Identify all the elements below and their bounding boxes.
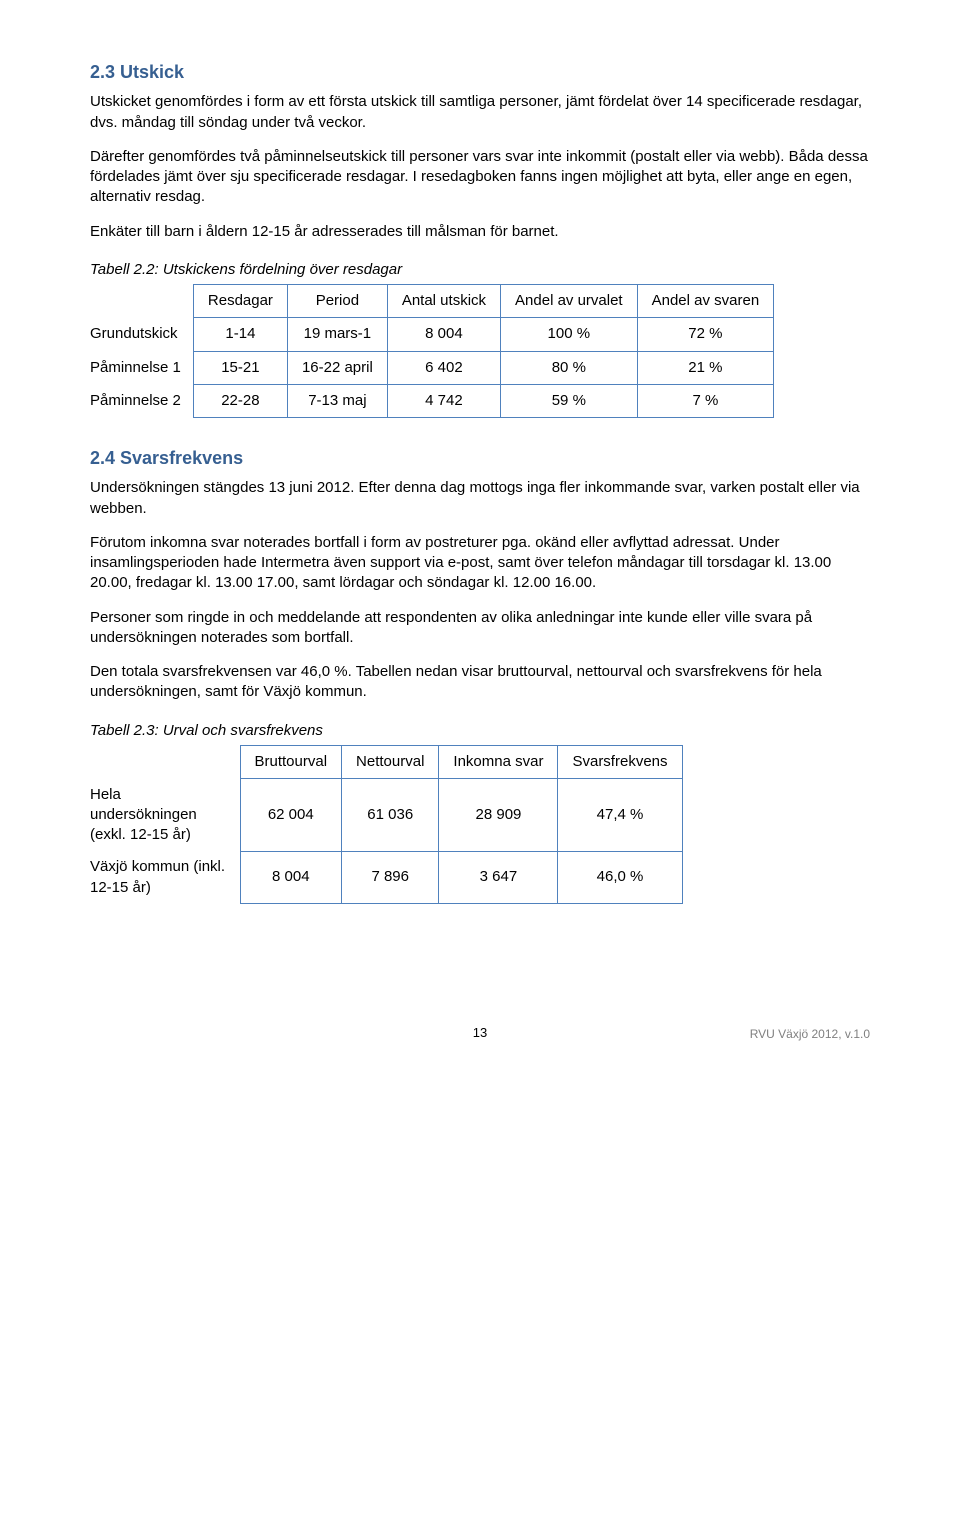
- page-footer: 13 RVU Växjö 2012, v.1.0: [90, 1024, 870, 1042]
- col-header: Nettourval: [342, 745, 439, 778]
- table-cell: 28 909: [439, 779, 558, 852]
- table-cell: 16-22 april: [287, 351, 387, 384]
- col-header: Inkomna svar: [439, 745, 558, 778]
- col-header: Antal utskick: [387, 285, 500, 318]
- table-cell: 7 896: [342, 851, 439, 904]
- table-2-3: Bruttourval Nettourval Inkomna svar Svar…: [90, 745, 683, 905]
- table-row: Bruttourval Nettourval Inkomna svar Svar…: [90, 745, 682, 778]
- table-2-2: Resdagar Period Antal utskick Andel av u…: [90, 284, 774, 418]
- table-cell: 3 647: [439, 851, 558, 904]
- table-cell: 59 %: [501, 384, 638, 417]
- row-label: Hela undersökningen (exkl. 12-15 år): [90, 779, 240, 852]
- para-2-3-2: Därefter genomfördes två påminnelseutski…: [90, 147, 870, 208]
- table-cell: 47,4 %: [558, 779, 682, 852]
- table-cell: 8 004: [240, 851, 342, 904]
- para-2-3-1: Utskicket genomfördes i form av ett förs…: [90, 92, 870, 133]
- col-header: Period: [287, 285, 387, 318]
- table-cell: 61 036: [342, 779, 439, 852]
- heading-2-4: 2.4 Svarsfrekvens: [90, 446, 870, 470]
- para-2-3-3: Enkäter till barn i åldern 12-15 år adre…: [90, 222, 870, 242]
- heading-2-3: 2.3 Utskick: [90, 60, 870, 84]
- table-row: Resdagar Period Antal utskick Andel av u…: [90, 285, 774, 318]
- row-label: Grundutskick: [90, 318, 193, 351]
- table-cell: 19 mars-1: [287, 318, 387, 351]
- table-2-3-caption: Tabell 2.3: Urval och svarsfrekvens: [90, 721, 870, 741]
- para-2-4-2: Förutom inkomna svar noterades bortfall …: [90, 533, 870, 594]
- table-cell: 72 %: [637, 318, 774, 351]
- table-row: Påminnelse 2 22-28 7-13 maj 4 742 59 % 7…: [90, 384, 774, 417]
- table-row: Hela undersökningen (exkl. 12-15 år) 62 …: [90, 779, 682, 852]
- table-cell: 7-13 maj: [287, 384, 387, 417]
- para-2-4-4: Den totala svarsfrekvensen var 46,0 %. T…: [90, 662, 870, 703]
- table-cell: 62 004: [240, 779, 342, 852]
- table-cell: 8 004: [387, 318, 500, 351]
- table-2-2-caption: Tabell 2.2: Utskickens fördelning över r…: [90, 260, 870, 280]
- row-label: Växjö kommun (inkl. 12-15 år): [90, 851, 240, 904]
- col-header: Svarsfrekvens: [558, 745, 682, 778]
- row-label: Påminnelse 1: [90, 351, 193, 384]
- table-cell: 22-28: [193, 384, 287, 417]
- table-corner: [90, 285, 193, 318]
- col-header: Resdagar: [193, 285, 287, 318]
- table-row: Påminnelse 1 15-21 16-22 april 6 402 80 …: [90, 351, 774, 384]
- table-cell: 7 %: [637, 384, 774, 417]
- table-cell: 80 %: [501, 351, 638, 384]
- table-cell: 6 402: [387, 351, 500, 384]
- table-cell: 1-14: [193, 318, 287, 351]
- doc-version: RVU Växjö 2012, v.1.0: [750, 1026, 870, 1042]
- col-header: Bruttourval: [240, 745, 342, 778]
- col-header: Andel av svaren: [637, 285, 774, 318]
- row-label: Påminnelse 2: [90, 384, 193, 417]
- table-cell: 4 742: [387, 384, 500, 417]
- table-corner: [90, 745, 240, 778]
- page-number: 13: [473, 1025, 487, 1040]
- table-cell: 100 %: [501, 318, 638, 351]
- table-row: Grundutskick 1-14 19 mars-1 8 004 100 % …: [90, 318, 774, 351]
- para-2-4-3: Personer som ringde in och meddelande at…: [90, 608, 870, 649]
- table-row: Växjö kommun (inkl. 12-15 år) 8 004 7 89…: [90, 851, 682, 904]
- col-header: Andel av urvalet: [501, 285, 638, 318]
- para-2-4-1: Undersökningen stängdes 13 juni 2012. Ef…: [90, 478, 870, 519]
- table-cell: 46,0 %: [558, 851, 682, 904]
- table-cell: 15-21: [193, 351, 287, 384]
- table-cell: 21 %: [637, 351, 774, 384]
